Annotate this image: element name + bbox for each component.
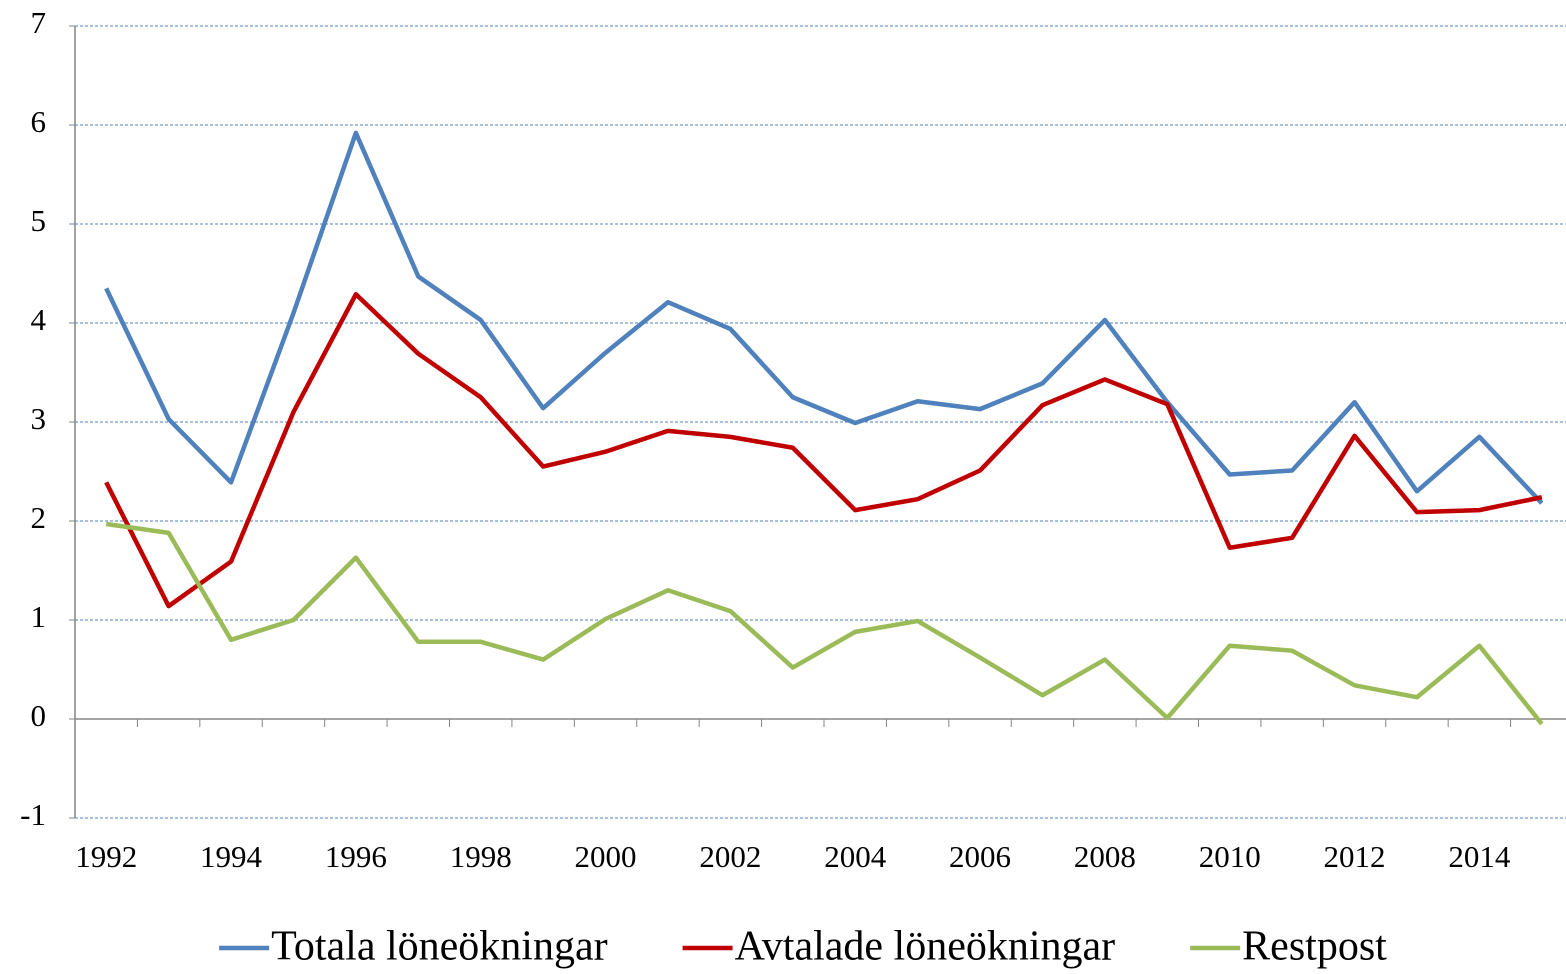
x-tick-label: 2002 [699, 839, 761, 874]
legend-label: Restpost [1242, 924, 1387, 970]
y-tick-label: 6 [31, 104, 47, 139]
y-tick-label: 7 [31, 5, 47, 40]
y-tick-label: 3 [31, 401, 47, 436]
x-tick-label: 2014 [1448, 839, 1511, 874]
y-tick-label: -1 [20, 797, 46, 832]
y-tick-label: 5 [31, 203, 47, 238]
x-tick-label: 1998 [450, 839, 512, 874]
series-line [105, 521, 1544, 726]
x-tick-label: 2010 [1199, 839, 1261, 874]
series-line [104, 130, 1544, 505]
x-tick-label: 1994 [200, 839, 263, 874]
x-tick-label: 2000 [575, 839, 637, 874]
x-tick-label: 2012 [1324, 839, 1386, 874]
y-tick-label: 0 [31, 698, 47, 733]
y-tick-label: 1 [31, 599, 47, 634]
y-tick-label: 2 [31, 500, 47, 535]
x-tick-label: 2004 [824, 839, 887, 874]
x-tick-label: 2008 [1074, 839, 1136, 874]
y-tick-label: 4 [31, 302, 47, 337]
series-line [104, 292, 1543, 609]
x-tick-label: 2006 [949, 839, 1011, 874]
x-tick-label: 1992 [75, 839, 137, 874]
legend-label: Totala löneökningar [271, 924, 607, 970]
legend-label: Avtalade löneökningar [735, 924, 1116, 970]
x-tick-label: 1996 [325, 839, 387, 874]
